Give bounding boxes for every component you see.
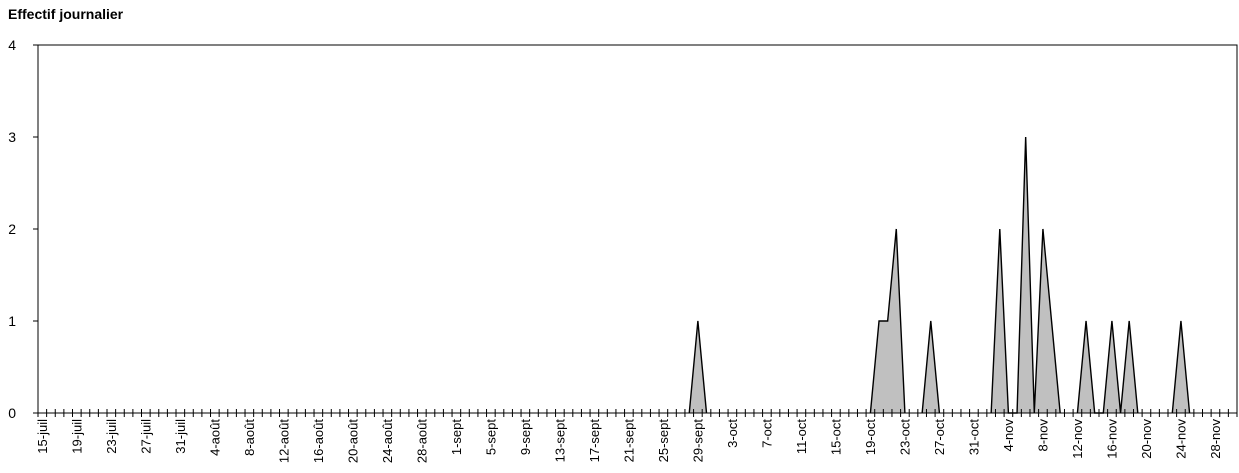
x-tick-label: 3-oct: [725, 419, 740, 448]
area-fill: [689, 321, 707, 413]
x-tick-label: 15-oct: [828, 419, 843, 456]
x-tick-label: 31-oct: [966, 419, 981, 456]
x-tick-label: 24-août: [380, 419, 395, 463]
area-line: [1076, 320, 1139, 414]
x-tick-label: 8-nov: [1035, 419, 1050, 452]
x-tick-label: 19-oct: [863, 419, 878, 456]
x-tick-label: 15-juil: [35, 419, 50, 454]
x-tick-label: 7-oct: [759, 419, 774, 448]
x-tick-label: 24-nov: [1173, 419, 1188, 459]
area-fill: [922, 321, 940, 413]
x-tick-label: 20-août: [345, 419, 360, 463]
x-tick-label: 28-août: [414, 419, 429, 463]
x-tick-label: 13-sept: [552, 419, 567, 463]
x-tick-label: 12-août: [276, 419, 291, 463]
x-tick-label: 1-sept: [449, 419, 464, 456]
x-tick-label: 11-oct: [794, 419, 809, 455]
x-tick-label: 27-juil: [138, 419, 153, 454]
y-tick-label: 2: [8, 221, 16, 237]
y-axis: 0 1 2 3 4: [8, 37, 38, 421]
area-fill: [991, 137, 1061, 413]
x-tick-label: 27-oct: [932, 419, 947, 456]
x-tick-label: 25-sept: [656, 419, 671, 463]
x-tick-label: 23-juil: [104, 419, 119, 454]
x-tick-label: 9-sept: [518, 419, 533, 456]
x-tick-label: 4-août: [207, 419, 222, 456]
x-tick-label: 20-nov: [1139, 419, 1154, 459]
x-tick-label: 31-juil: [173, 419, 188, 454]
area-fill: [1172, 321, 1190, 413]
x-axis: 15-juil 19-juil 23-juil 27-juil 31-juil 4-aoû…: [35, 409, 1238, 463]
area-line: [921, 320, 941, 414]
x-tick-label: 16-nov: [1104, 419, 1119, 459]
x-tick-label: 21-sept: [621, 419, 636, 463]
y-tick-label: 4: [8, 37, 16, 53]
y-tick-label: 3: [8, 129, 16, 145]
y-tick-label: 1: [8, 313, 16, 329]
x-tick-label: 28-nov: [1208, 419, 1223, 459]
x-tick-label: 23-oct: [897, 419, 912, 456]
area-line: [869, 228, 906, 414]
x-tick-label: 16-août: [311, 419, 326, 463]
chart-title: Effectif journalier: [8, 6, 124, 22]
series-layer: [688, 136, 1191, 414]
x-tick-label: 12-nov: [1070, 419, 1085, 459]
x-tick-label: 8-août: [242, 419, 257, 456]
y-tick-label: 0: [8, 405, 16, 421]
x-tick-label: 17-sept: [587, 419, 602, 463]
x-tick-label: 4-nov: [1001, 419, 1016, 452]
area-line: [688, 320, 708, 414]
area-line: [1171, 320, 1191, 414]
x-tick-label: 5-sept: [483, 419, 498, 456]
x-tick-label: 29-sept: [690, 419, 705, 463]
x-tick-label: 19-juil: [69, 419, 84, 454]
plot-border: [37, 44, 1238, 414]
plot-frame: [37, 44, 1238, 414]
area-line: [990, 136, 1061, 414]
